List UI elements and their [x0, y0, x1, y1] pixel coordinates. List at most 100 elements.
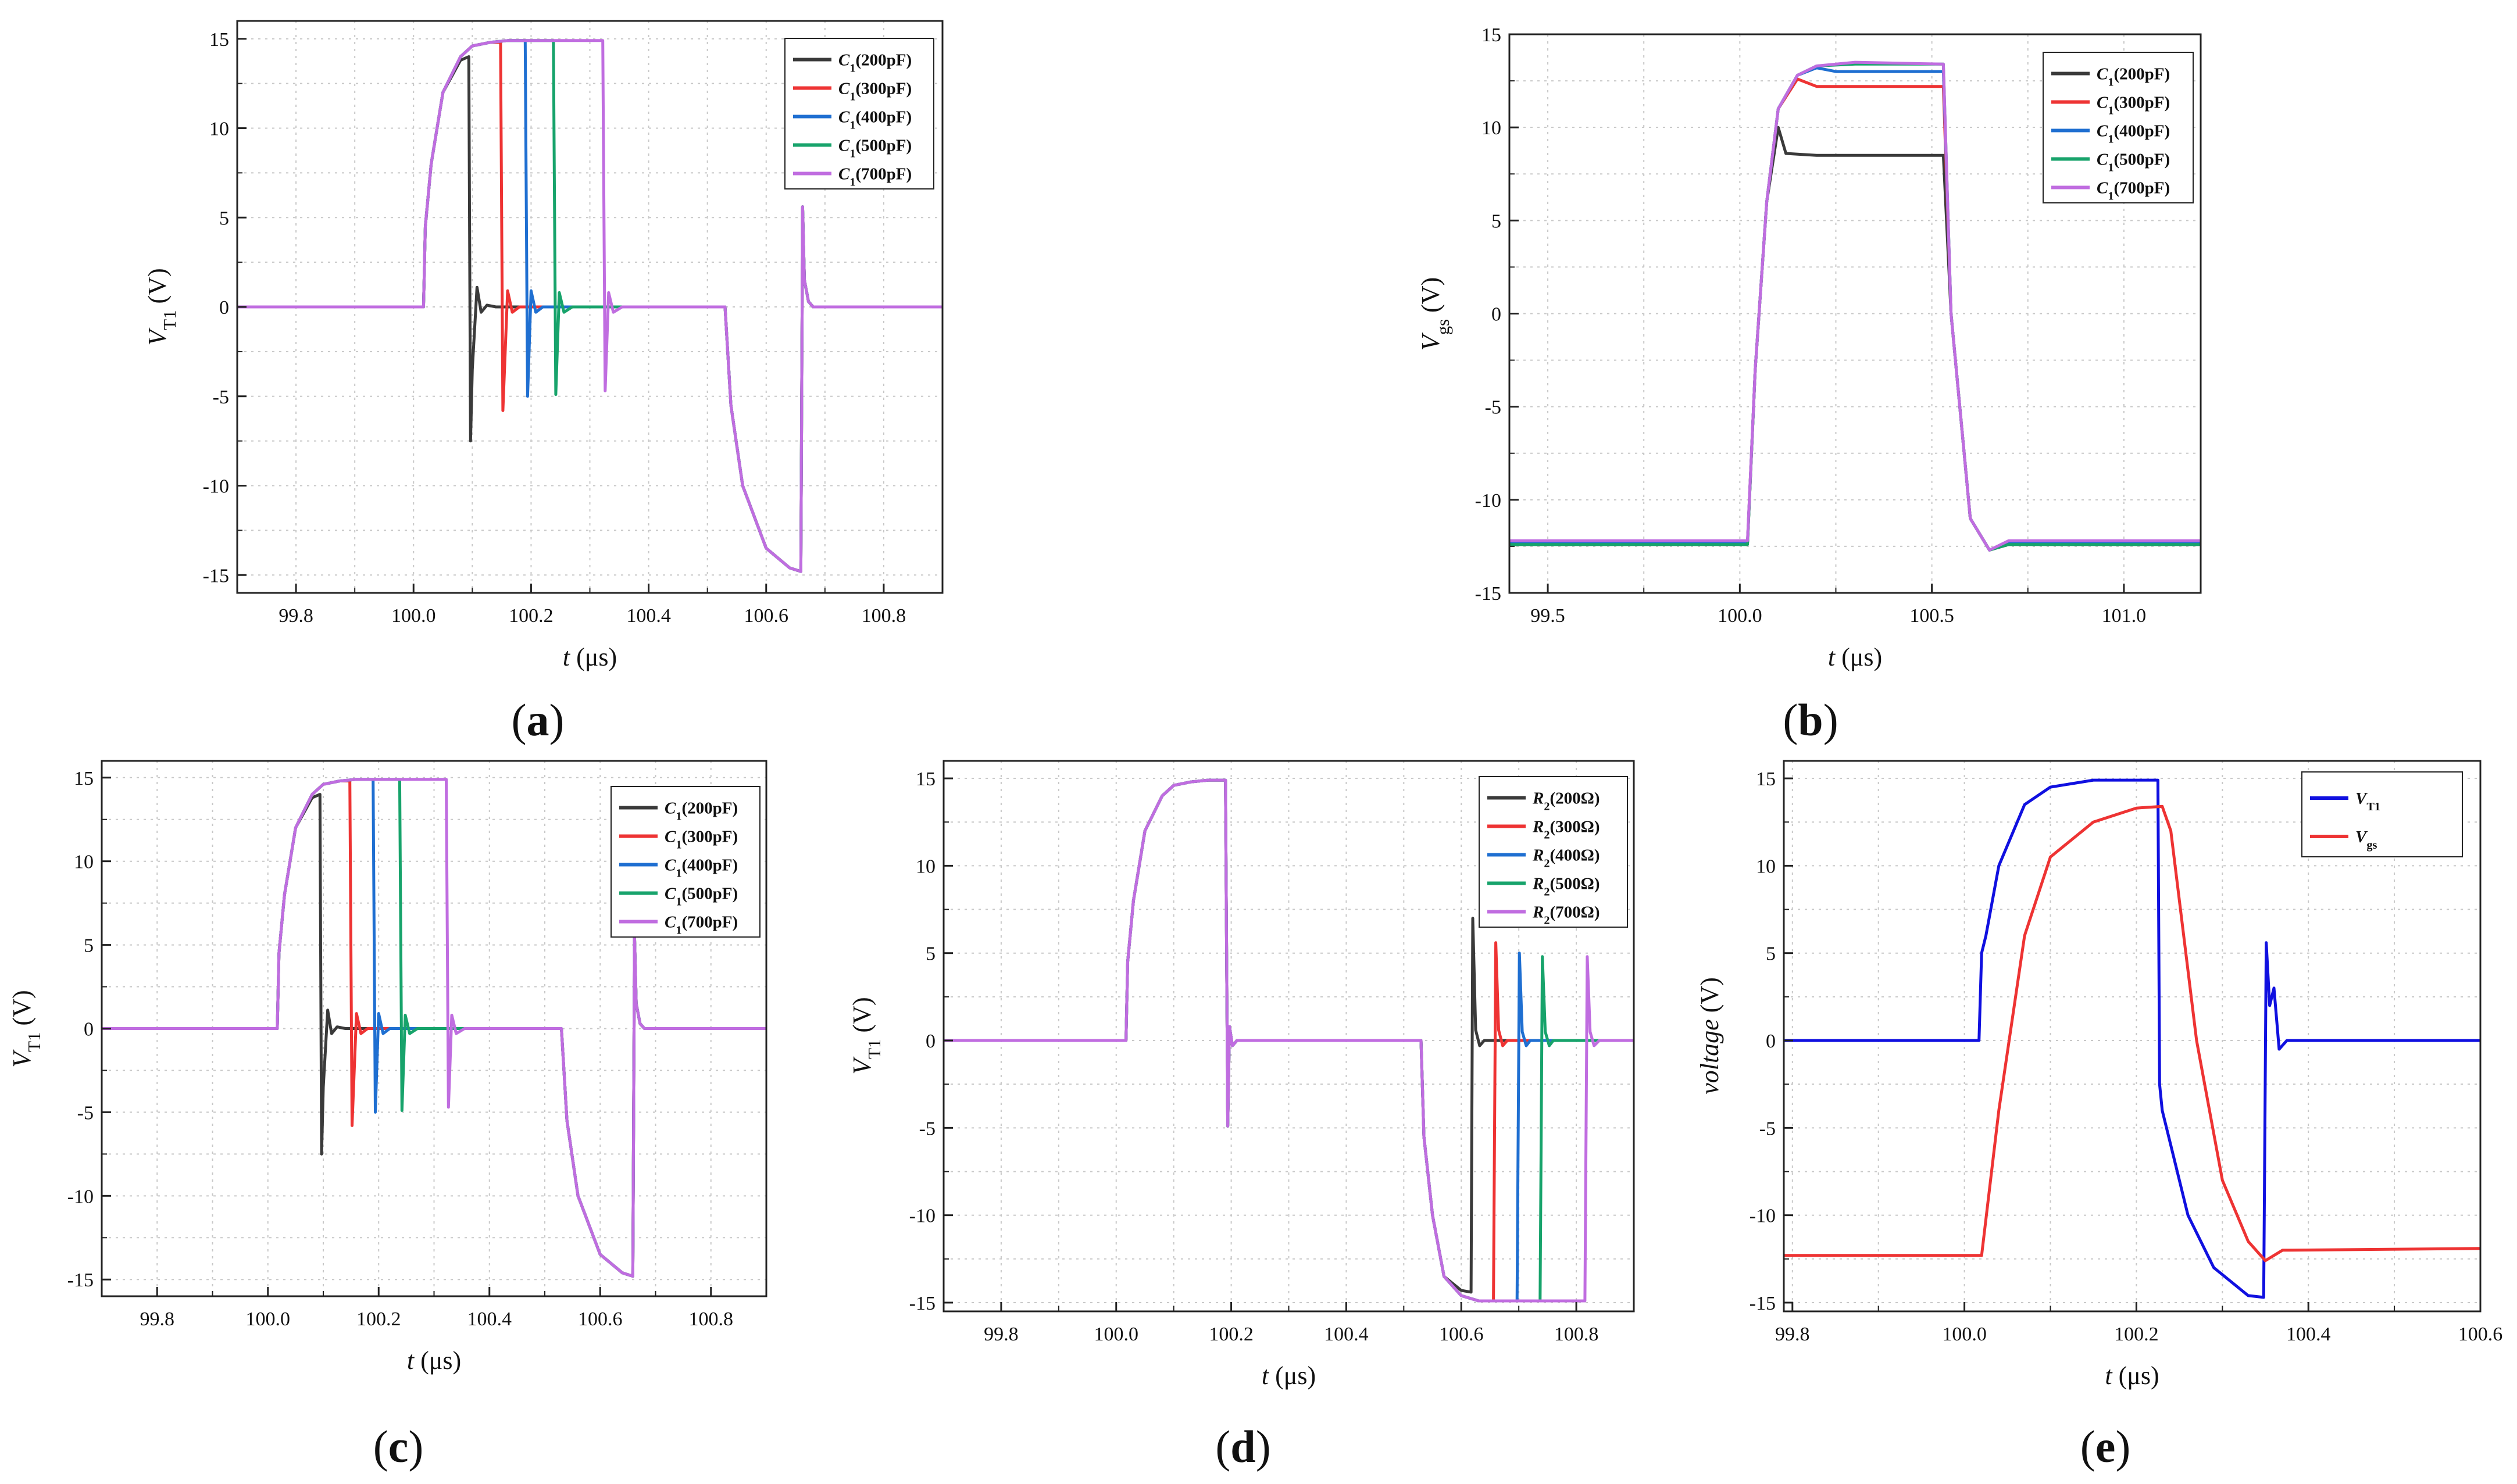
legend-label: C1(700pF): [665, 913, 738, 937]
chart-panel-e: 99.8 100.0 100.2 100.4 100.6 -15 -10 -5 0 5 10 15 t …: [1695, 760, 2503, 1472]
x-tick-label: 100.8: [689, 1308, 734, 1330]
x-tick-label: 100.2: [1209, 1324, 1254, 1345]
y-tick-label: 0: [84, 1019, 94, 1040]
y-axis-title: Vgs (V): [1416, 277, 1453, 351]
series-line-r2-700-: [944, 778, 1634, 1303]
y-tick-label: 10: [74, 852, 94, 873]
legend-box: [2301, 771, 2463, 857]
legend-label: C1(200pF): [838, 51, 912, 75]
panel-label: (c): [373, 1421, 424, 1472]
legend-label: R2(500Ω): [1532, 875, 1600, 899]
x-tick-label: 100.0: [246, 1308, 291, 1330]
series-group: [944, 778, 1634, 1303]
legend-label: R2(300Ω): [1532, 818, 1600, 842]
x-tick-label: 100.8: [1554, 1324, 1599, 1345]
y-tick-label: 10: [1756, 856, 1776, 877]
legend-label: R2(700Ω): [1532, 903, 1600, 927]
series-line-c1-700pf-: [1509, 60, 2201, 552]
y-tick-label: 0: [1766, 1031, 1776, 1052]
x-tick-label: 100.0: [1094, 1324, 1139, 1345]
series-line-c1-700pf-: [237, 39, 942, 573]
x-axis-title: t (μs): [563, 643, 617, 671]
legend-label: C1(700pF): [2097, 179, 2170, 203]
x-tick-label: 99.8: [1775, 1324, 1810, 1345]
x-tick-label: 100.4: [1324, 1324, 1369, 1345]
chart-panel-d: 99.8 100.0 100.2 100.4 100.6 100.8 -15 -10 -5 0 5 1…: [848, 760, 1635, 1472]
y-axis-title-group: VT1 (V): [848, 997, 884, 1074]
x-tick-label: 100.8: [862, 605, 906, 627]
legend: C1(200pF) C1(300pF) C1(400pF) C1(500pF) C1(7…: [610, 786, 761, 938]
y-tick-label: -15: [203, 565, 229, 587]
x-tick-label: 100.6: [578, 1308, 623, 1330]
y-axis-title-group: VT1 (V): [8, 990, 44, 1067]
gridlines: [1509, 34, 2201, 593]
y-axis-title-group: VT1 (V): [143, 268, 180, 345]
y-tick-label: 10: [209, 119, 229, 140]
y-tick-label: 5: [84, 935, 94, 957]
x-tick-label: 100.2: [509, 605, 554, 627]
y-tick-label: -15: [909, 1293, 936, 1314]
panel-label: (a): [512, 695, 565, 745]
y-tick-label: -5: [77, 1102, 94, 1124]
series-line-v-gs: [1784, 804, 2480, 1263]
legend: C1(200pF) C1(300pF) C1(400pF) C1(500pF) C1(7…: [784, 38, 934, 189]
y-tick-label: 5: [219, 208, 229, 229]
legend-label: Vgs: [2355, 828, 2377, 852]
legend-box: [2043, 52, 2194, 203]
y-tick-label: 0: [219, 297, 229, 319]
legend: R2(200Ω) R2(300Ω) R2(400Ω) R2(500Ω) R2(700Ω): [1479, 776, 1628, 928]
x-tick-label: 99.8: [140, 1308, 175, 1330]
x-tick-label: 100.2: [2114, 1324, 2159, 1345]
x-tick-label: 100.4: [467, 1308, 512, 1330]
legend: C1(200pF) C1(300pF) C1(400pF) C1(500pF) C1(7…: [2043, 52, 2194, 203]
x-tick-label: 100.6: [744, 605, 789, 627]
series-group: [1784, 778, 2480, 1299]
x-tick-label: 100.0: [1718, 605, 1762, 627]
x-tick-label: 100.5: [1909, 605, 1954, 627]
legend-box: [784, 38, 934, 189]
x-axis-title: t (μs): [407, 1346, 461, 1375]
legend-label: C1(400pF): [2097, 122, 2170, 146]
y-tick-label: -5: [1759, 1118, 1776, 1139]
x-tick-label: 101.0: [2102, 605, 2147, 627]
y-tick-label: -15: [1750, 1293, 1776, 1314]
panel-label: (b): [1783, 695, 1838, 745]
series-group: [1509, 60, 2201, 552]
y-tick-label: 0: [1491, 304, 1501, 326]
y-axis-title-group: voltage (V): [1695, 977, 1724, 1095]
panel-label: (e): [2080, 1421, 2131, 1472]
y-tick-label: -10: [1475, 490, 1501, 512]
y-tick-label: -10: [67, 1186, 94, 1207]
x-axis-title: t (μs): [1262, 1361, 1316, 1390]
legend-label: C1(300pF): [665, 828, 738, 852]
y-tick-label: 5: [926, 943, 936, 965]
legend-label: C1(700pF): [838, 165, 912, 189]
x-tick-label: 100.4: [2286, 1324, 2331, 1345]
series-line-v-t1: [1784, 778, 2480, 1299]
y-tick-label: 15: [916, 768, 936, 790]
x-tick-label: 100.2: [356, 1308, 401, 1330]
x-tick-label: 100.6: [2458, 1324, 2503, 1345]
legend-label: C1(500pF): [665, 885, 738, 909]
y-tick-label: 10: [1481, 117, 1501, 139]
chart-panel-c: 99.8 100.0 100.2 100.4 100.6 100.8 -15 -10 -5 0 5 1…: [8, 760, 767, 1472]
y-axis-title: VT1 (V): [8, 990, 44, 1067]
y-tick-label: -5: [1485, 397, 1501, 419]
legend-label: C1(300pF): [2097, 94, 2170, 117]
legend-label: VT1: [2355, 789, 2380, 813]
x-axis-title: t (μs): [2105, 1361, 2159, 1390]
x-tick-label: 100.0: [1942, 1324, 1987, 1345]
legend-label: C1(400pF): [838, 108, 912, 132]
y-tick-label: -5: [919, 1118, 936, 1139]
legend-label: C1(400pF): [665, 856, 738, 880]
y-axis-title-group: Vgs (V): [1416, 277, 1453, 351]
chart-panel-a: 99.8 100.0 100.2 100.4 100.6 100.8 -15 -10 -5 0 5 1…: [143, 20, 944, 745]
legend-box: [610, 786, 761, 938]
y-tick-label: 0: [926, 1031, 936, 1052]
series-line-c1-700pf-: [102, 778, 766, 1278]
legend-label: C1(500pF): [2097, 151, 2170, 174]
y-tick-label: 15: [1481, 24, 1501, 46]
chart-panel-b: 99.5 100.0 100.5 101.0 -15 -10 -5 0 5 10 15 t (μs) V…: [1416, 24, 2202, 745]
legend-label: C1(300pF): [838, 80, 912, 103]
